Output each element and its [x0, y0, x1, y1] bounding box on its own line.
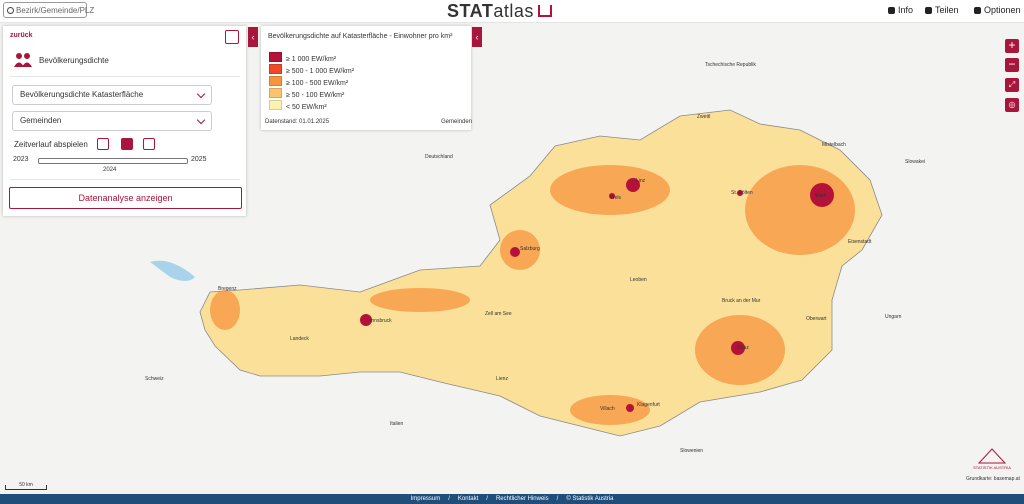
play-label: Zeitverlauf abspielen	[14, 140, 88, 149]
year-current: 2024	[103, 167, 117, 173]
zoom-out[interactable]: −	[1005, 58, 1019, 72]
legend-label: ≥ 1 000 EW/km²	[286, 56, 337, 63]
time-slider[interactable]	[38, 158, 188, 164]
city-cores	[360, 178, 834, 412]
step-back[interactable]	[97, 138, 109, 150]
country-label: Deutschland	[425, 154, 453, 160]
legend-unit: Gemeinden	[441, 119, 473, 125]
legend-label: < 50 EW/km²	[286, 104, 327, 111]
country-label: Tschechische Republik	[705, 62, 756, 68]
legend-swatch	[269, 64, 282, 74]
collapse-panel[interactable]: ‹	[248, 27, 258, 47]
legend-label: ≥ 50 - 100 EW/km²	[286, 92, 345, 99]
place-label: Zwettl	[697, 114, 710, 120]
legend-row: ≥ 100 - 500 EW/km²	[269, 76, 349, 87]
lake	[150, 260, 195, 281]
org-logo: STATISTIK AUSTRIA	[962, 448, 1022, 474]
place-label: Wels	[610, 195, 622, 201]
attribution[interactable]: Grundkarte: basemap.at	[966, 476, 1020, 482]
place-label: Graz	[738, 345, 749, 351]
place-label: St. Pölten	[731, 190, 753, 196]
indicator-select[interactable]: Bevölkerungsdichte Katasterfläche	[12, 85, 212, 105]
footer-link[interactable]: © Statistik Austria	[566, 496, 614, 502]
footer-link[interactable]: Kontakt	[457, 496, 479, 502]
legend: Bevölkerungsdichte auf Katasterfläche - …	[261, 26, 473, 130]
place-label: Mistelbach	[822, 142, 846, 148]
menu-item[interactable]: Teilen	[925, 5, 959, 15]
divider	[10, 76, 240, 77]
country-label: Italien	[390, 421, 404, 427]
place-label: Lienz	[496, 376, 508, 382]
locate[interactable]: ◎	[1005, 98, 1019, 112]
legend-label: ≥ 100 - 500 EW/km²	[286, 80, 349, 87]
logo-icon	[537, 5, 552, 17]
play-button[interactable]	[121, 138, 133, 150]
level-select[interactable]: Gemeinden	[12, 111, 212, 131]
place-label: Wien	[815, 193, 827, 199]
place-label: Landeck	[290, 336, 309, 342]
country-label: Ungarn	[885, 314, 902, 320]
logo-rest: atlas	[493, 1, 534, 21]
place-label: Linz	[636, 178, 646, 184]
place-label: Leoben	[630, 277, 647, 283]
legend-row: ≥ 1 000 EW/km²	[269, 52, 337, 63]
footer-separator: /	[556, 496, 559, 502]
org-mark	[977, 448, 1007, 464]
analyse-button[interactable]: Datenanalyse anzeigen	[9, 187, 242, 209]
footer-link[interactable]: Rechtlicher Hinweis	[495, 496, 549, 502]
place-label: Klagenfurt	[637, 402, 660, 408]
country-label: Schweiz	[145, 376, 164, 382]
menu-item[interactable]: Info	[888, 5, 913, 15]
place-label: Salzburg	[520, 246, 540, 252]
scale-bar: 50 km	[5, 482, 47, 490]
place-labels: Linz Wels St. Pölten Wien Mistelbach Eisensta…	[145, 62, 925, 454]
logo-bold: STAT	[447, 1, 494, 21]
menu-item[interactable]: Optionen	[974, 5, 1021, 15]
divider	[10, 179, 240, 180]
home-button[interactable]	[225, 30, 239, 44]
theme-icon	[14, 53, 32, 67]
legend-row: < 50 EW/km²	[269, 100, 327, 111]
legend-status: Datenstand: 01.01.2025	[265, 119, 330, 125]
legend-swatch	[269, 100, 282, 110]
place-label: Innsbruck	[370, 318, 392, 324]
step-forward[interactable]	[143, 138, 155, 150]
side-panel: zurück Bevölkerungsdichte Bevölkerungsdi…	[3, 26, 246, 216]
legend-row: ≥ 500 - 1 000 EW/km²	[269, 64, 355, 75]
search-input[interactable]: Bezirk/Gemeinde/PLZ	[3, 2, 94, 18]
footer-link[interactable]: Impressum	[410, 496, 441, 502]
org-name: STATISTIK AUSTRIA	[973, 465, 1011, 470]
legend-title: Bevölkerungsdichte auf Katasterfläche - …	[268, 33, 453, 40]
zoom-in[interactable]: +	[1005, 39, 1019, 53]
back-link[interactable]: zurück	[10, 32, 33, 39]
scale-label: 50 km	[19, 482, 33, 488]
legend-swatch	[269, 88, 282, 98]
legend-swatch	[269, 76, 282, 86]
theme-title: Bevölkerungsdichte	[39, 56, 109, 65]
top-bar: Bezirk/Gemeinde/PLZ STATatlas Info Teile…	[0, 0, 1024, 23]
year-end: 2025	[191, 156, 207, 163]
legend-swatch	[269, 52, 282, 62]
year-start: 2023	[13, 156, 29, 163]
fullscreen[interactable]: ⤢	[1005, 78, 1019, 92]
footer: Impressum / Kontakt / Rechtlicher Hinweis / © …	[0, 494, 1024, 504]
footer-separator: /	[448, 496, 450, 502]
logo[interactable]: STATatlas	[447, 1, 552, 22]
footer-separator: /	[486, 496, 488, 502]
legend-label: ≥ 500 - 1 000 EW/km²	[286, 68, 355, 75]
collapse-legend[interactable]: ‹	[472, 27, 482, 47]
place-label: Eisenstadt	[848, 239, 872, 245]
place-label: Villach	[600, 406, 615, 412]
legend-row: ≥ 50 - 100 EW/km²	[269, 88, 345, 99]
place-label: Zell am See	[485, 311, 512, 317]
place-label: Bruck an der Mur	[722, 298, 761, 304]
place-label: Oberwart	[806, 316, 827, 322]
country-label: Slowenien	[680, 448, 703, 454]
country-label: Slowakei	[905, 159, 925, 165]
place-label: Bregenz	[218, 286, 237, 292]
